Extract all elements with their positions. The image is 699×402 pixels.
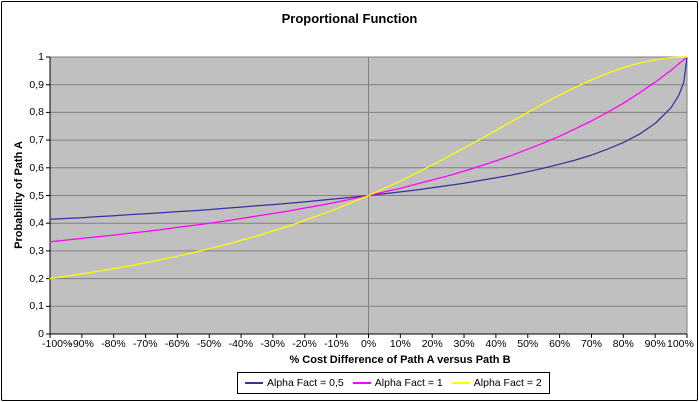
y-tick-label: 0,6: [29, 161, 44, 174]
series-line-1: [49, 56, 688, 220]
x-tick-label: 0%: [361, 338, 377, 350]
y-tick-label: 0,5: [29, 189, 44, 202]
y-tick-label: 0,9: [29, 78, 44, 91]
x-axis-title: % Cost Difference of Path A versus Path …: [289, 354, 511, 366]
y-tick-label: 0: [38, 328, 44, 340]
series-line-2: [49, 56, 688, 243]
legend: Alpha Fact = 0,5 Alpha Fact = 1 Alpha Fact…: [237, 372, 550, 394]
y-tick-label: 0,4: [29, 217, 44, 230]
x-tick-label: -60%: [164, 338, 190, 350]
y-tick-label: 0,8: [29, 106, 44, 119]
x-tick-label: -50%: [196, 338, 222, 350]
y-tick-label: 0,2: [29, 272, 44, 285]
legend-label: Alpha Fact = 0,5: [267, 377, 344, 389]
legend-item-1: Alpha Fact = 0,5: [245, 377, 344, 389]
x-tick-label: -30%: [260, 338, 285, 350]
legend-label: Alpha Fact = 2: [473, 377, 542, 389]
x-tick-label: -90%: [69, 338, 94, 350]
legend-item-3: Alpha Fact = 2: [451, 377, 542, 389]
x-tick-label: 90%: [644, 338, 666, 350]
y-tick-label: 1: [38, 51, 44, 63]
x-tick-label: 50%: [517, 338, 539, 350]
y-tick-label: 0,3: [29, 244, 44, 257]
chart-title: Proportional Function: [281, 11, 418, 26]
x-tick-label: 80%: [612, 338, 634, 350]
x-tick-label: 30%: [453, 338, 475, 350]
x-tick-label: 10%: [389, 338, 411, 350]
y-tick-label: 0,7: [29, 134, 44, 147]
x-tick-label: -70%: [133, 338, 158, 350]
x-tick-label: 70%: [580, 338, 602, 350]
x-tick-label: -10%: [324, 338, 349, 350]
x-tick-label: 60%: [549, 338, 571, 350]
y-tick-label: 0,1: [29, 300, 44, 313]
legend-line-marker: [352, 382, 371, 384]
legend-item-2: Alpha Fact = 1: [352, 377, 443, 389]
series-line-3: [49, 56, 688, 280]
legend-line-marker: [245, 382, 263, 384]
x-tick-label: -40%: [228, 338, 254, 350]
x-tick-label: -80%: [101, 338, 126, 350]
x-tick-label: 100%: [667, 338, 694, 350]
x-tick-label: 20%: [421, 338, 443, 350]
x-tick-label: 40%: [485, 338, 507, 350]
legend-line-marker: [451, 382, 470, 384]
x-tick-label: -100%: [42, 338, 73, 350]
legend-label: Alpha Fact = 1: [374, 377, 443, 389]
x-tick-label: -20%: [292, 338, 317, 350]
